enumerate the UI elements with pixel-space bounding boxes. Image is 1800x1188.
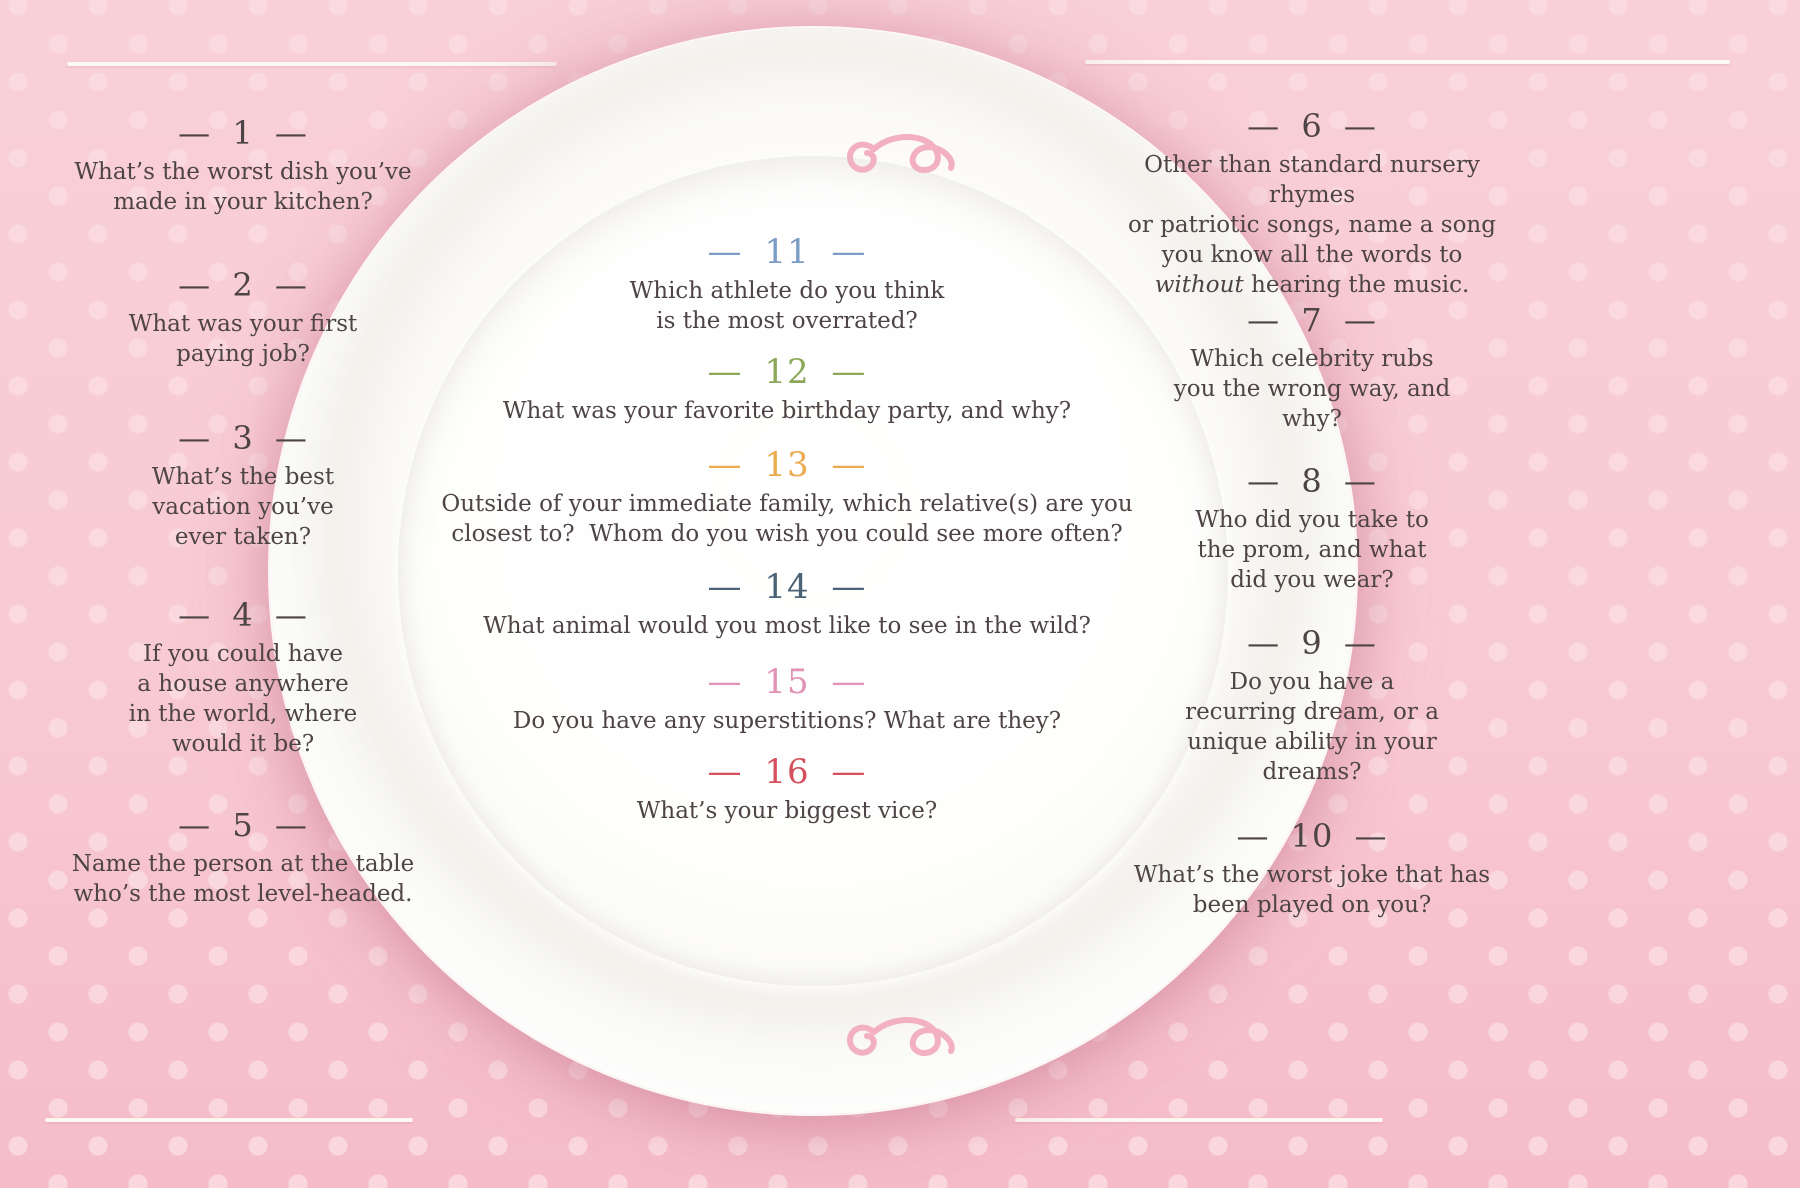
question-7: — 7 — Which celebrity rubs you the wrong… xyxy=(1102,301,1522,434)
divider-line-top-left xyxy=(67,62,557,66)
question-15: — 15 — Do you have any superstitions? Wh… xyxy=(407,663,1167,736)
question-text: If you could have a house anywhere in th… xyxy=(128,641,358,757)
question-text: Do you have any superstitions? What are … xyxy=(512,708,1062,734)
question-text-part: hearing the music. xyxy=(1243,272,1470,298)
question-16: — 16 — What’s your biggest vice? xyxy=(407,753,1167,826)
flourish-swirl-icon xyxy=(846,1017,955,1056)
question-text: Do you have a recurring dream, or a uniq… xyxy=(1185,669,1439,785)
question-number: — 9 — xyxy=(1247,624,1377,662)
question-number: — 15 — xyxy=(707,662,867,702)
question-1: — 1 — What’s the worst dish you’ve made … xyxy=(53,114,433,217)
question-text: Who did you take to the prom, and what d… xyxy=(1195,507,1429,593)
question-4: — 4 — If you could have a house anywhere… xyxy=(53,596,433,759)
divider-line-top-right xyxy=(1085,60,1730,64)
question-number: — 13 — xyxy=(707,445,867,485)
question-6: — 6 — Other than standard nursery rhymes… xyxy=(1102,107,1522,300)
question-text: What was your favorite birthday party, a… xyxy=(502,398,1072,424)
question-text-italic: without xyxy=(1154,272,1244,298)
question-text: Other than standard nursery rhymes or pa… xyxy=(1102,150,1522,300)
dinner-plate xyxy=(270,28,1356,1114)
question-12: — 12 — What was your favorite birthday p… xyxy=(407,353,1167,426)
question-number: — 10 — xyxy=(1236,817,1388,855)
flourish-swirl-icon xyxy=(846,134,955,173)
question-text: What’s your biggest vice? xyxy=(636,798,938,824)
question-5: — 5 — Name the person at the table who’s… xyxy=(53,806,433,909)
plate-well xyxy=(398,156,1228,986)
question-number: — 16 — xyxy=(707,752,867,792)
divider-line-bottom-right xyxy=(1015,1118,1383,1122)
question-number: — 1 — xyxy=(178,114,308,152)
question-text: What’s the worst joke that has been play… xyxy=(1133,862,1491,918)
question-8: — 8 — Who did you take to the prom, and … xyxy=(1102,462,1522,595)
question-number: — 7 — xyxy=(1247,301,1377,339)
question-14: — 14 — What animal would you most like t… xyxy=(407,568,1167,641)
question-number: — 5 — xyxy=(178,806,308,844)
question-text: What’s the best vacation you’ve ever tak… xyxy=(151,464,335,550)
question-number: — 8 — xyxy=(1247,462,1377,500)
divider-line-bottom-left xyxy=(45,1118,413,1122)
question-text: What animal would you most like to see i… xyxy=(483,613,1091,639)
question-2: — 2 — What was your first paying job? xyxy=(53,266,433,369)
question-text: What was your first paying job? xyxy=(128,311,358,367)
question-number: — 6 — xyxy=(1247,107,1377,145)
question-11: — 11 — Which athlete do you think is the… xyxy=(407,233,1167,336)
question-number: — 4 — xyxy=(178,596,308,634)
question-number: — 11 — xyxy=(707,232,867,272)
question-text-part: Other than standard nursery rhymes or pa… xyxy=(1128,152,1496,268)
question-number: — 12 — xyxy=(707,352,867,392)
question-number: — 2 — xyxy=(178,266,308,304)
question-text: Name the person at the table who’s the m… xyxy=(71,851,415,907)
question-9: — 9 — Do you have a recurring dream, or … xyxy=(1102,624,1522,787)
question-10: — 10 — What’s the worst joke that has be… xyxy=(1102,817,1522,920)
question-number: — 14 — xyxy=(707,567,867,607)
question-text: Outside of your immediate family, which … xyxy=(441,491,1133,547)
question-text: Which athlete do you think is the most o… xyxy=(629,278,945,334)
question-text: Which celebrity rubs you the wrong way, … xyxy=(1173,346,1451,432)
question-3: — 3 — What’s the best vacation you’ve ev… xyxy=(53,419,433,552)
question-13: — 13 — Outside of your immediate family,… xyxy=(407,446,1167,549)
question-text: What’s the worst dish you’ve made in you… xyxy=(74,159,412,215)
question-number: — 3 — xyxy=(178,419,308,457)
